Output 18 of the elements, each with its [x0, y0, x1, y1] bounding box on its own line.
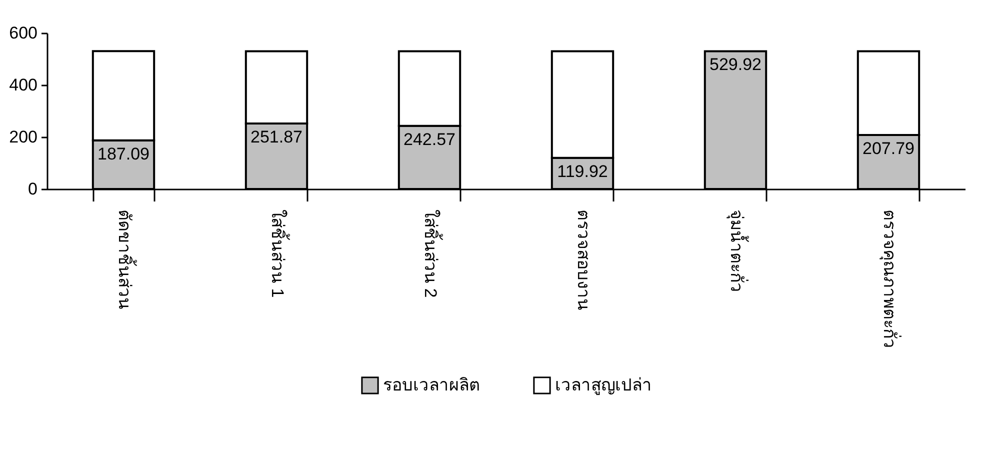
y-tick-label: 200 [9, 128, 38, 146]
data-label: 242.57 [404, 130, 456, 149]
y-tick-label: 400 [9, 76, 38, 94]
x-tick-label: ใส่ชิ้นส่วน 2 [421, 210, 443, 298]
legend-label: รอบเวลาผลิต [383, 375, 480, 394]
data-label: 187.09 [98, 144, 150, 164]
x-tick-label: ใส่ชิ้นส่วน 1 [268, 210, 290, 298]
data-label: 207.79 [862, 138, 914, 158]
x-tick-label: จุ่มน้ำตะกั่ว [726, 210, 749, 292]
data-label: 529.92 [710, 55, 762, 74]
y-tick-label: 600 [9, 24, 38, 42]
data-label: 119.92 [557, 162, 608, 181]
data-label: 251.87 [250, 128, 302, 147]
x-tick-label: ตรวจคุณภาพตะกั่ว [879, 210, 902, 348]
y-tick-label: 0 [28, 180, 38, 198]
x-tick-label: ตัดขาชิ้นส่วน [115, 210, 137, 310]
x-tick-label: ตรวจสอบงาน [574, 210, 593, 310]
legend-label: เวลาสูญเปล่า [555, 375, 652, 396]
